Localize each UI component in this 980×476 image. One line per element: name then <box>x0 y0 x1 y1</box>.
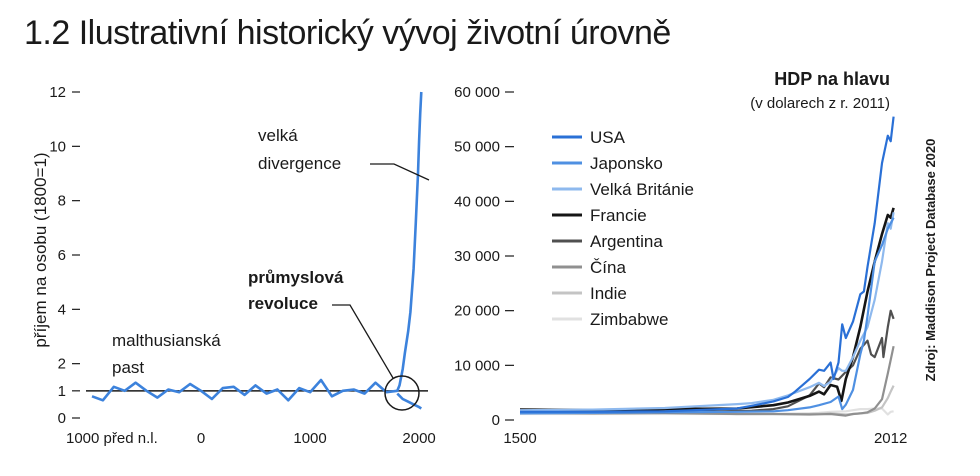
legend-label: Indie <box>590 284 627 303</box>
y-tick-label: 10 000 <box>454 357 500 374</box>
legend-item: Argentina <box>552 232 663 251</box>
left-series-line-1 <box>396 392 422 410</box>
legend-item: Zimbabwe <box>552 310 668 329</box>
y-tick-label: 12 <box>49 84 66 101</box>
annotation-text: průmyslová <box>248 268 344 287</box>
annotation-leader <box>332 304 394 379</box>
annotation-text: velká <box>258 126 298 145</box>
series-line-usa <box>520 116 895 413</box>
y-tick-label: 8 <box>58 193 66 210</box>
right-y-ticks: 0 10 000 20 000 30 000 40 000 50 000 60 000 <box>454 84 514 429</box>
y-tick-label: 1 <box>58 383 66 400</box>
y-tick-label: 20 000 <box>454 303 500 320</box>
left-series <box>91 91 423 410</box>
annotation-velka-divergence: velká divergence <box>258 126 430 181</box>
y-tick-label: 30 000 <box>454 248 500 265</box>
series-line-francie <box>519 207 895 412</box>
annotation-leader <box>370 163 430 181</box>
source-note: Zdroj: Maddison Project Database 2020 <box>923 139 938 382</box>
legend-label: Čína <box>590 258 626 277</box>
page-title: 1.2 Ilustrativní historický vývoj životn… <box>24 14 671 52</box>
legend-item: Japonsko <box>552 154 663 173</box>
right-legend: USA Japonsko Velká Británie Francie Argentin… <box>552 128 694 329</box>
y-tick-label: 40 000 <box>454 193 500 210</box>
x-tick-label: 1000 <box>293 430 326 447</box>
legend-label: Zimbabwe <box>590 310 668 329</box>
y-tick-label: 4 <box>58 301 66 318</box>
x-tick-label: 2000 <box>402 430 435 447</box>
y-tick-label: 0 <box>492 412 500 429</box>
left-x-ticks: 1000 před n.l. 0 1000 2000 <box>66 430 436 447</box>
left-y-axis-label: příjem na osobu (1800=1) <box>31 152 50 347</box>
right-chart-subtitle: (v dolarech z r. 2011) <box>750 95 890 112</box>
annotation-text: divergence <box>258 154 341 173</box>
y-tick-label: 10 <box>49 138 66 155</box>
annotation-prumyslova-revoluce: průmyslová revoluce <box>248 268 394 379</box>
legend-label: Francie <box>590 206 647 225</box>
legend-label: Velká Británie <box>590 180 694 199</box>
right-series <box>519 116 895 417</box>
x-tick-label: 2012 <box>874 430 907 447</box>
annotation-malthusianska-past: malthusianská past <box>112 331 221 377</box>
y-tick-label: 6 <box>58 247 66 264</box>
series-line-japonsko <box>519 217 895 415</box>
y-tick-label: 50 000 <box>454 139 500 156</box>
legend-item: Velká Británie <box>552 180 694 199</box>
x-tick-label: 1500 <box>503 430 536 447</box>
x-tick-label: 1000 před n.l. <box>66 430 158 447</box>
legend-item: USA <box>552 128 626 147</box>
right-chart: HDP na hlavu (v dolarech z r. 2011) 0 10 … <box>454 69 907 447</box>
x-tick-label: 0 <box>197 430 205 447</box>
legend-label: Japonsko <box>590 154 663 173</box>
legend-item: Francie <box>552 206 647 225</box>
y-tick-label: 60 000 <box>454 84 500 101</box>
industrial-revolution-circle <box>384 375 420 411</box>
legend-item: Indie <box>552 284 627 303</box>
series-line-čína <box>519 345 895 417</box>
legend-label: Argentina <box>590 232 663 251</box>
annotation-text: revoluce <box>248 294 318 313</box>
left-series-line-0 <box>91 91 423 402</box>
annotation-text: past <box>112 358 144 377</box>
y-tick-label: 2 <box>58 356 66 373</box>
right-chart-title: HDP na hlavu <box>774 69 890 89</box>
annotation-text: malthusianská <box>112 331 221 350</box>
legend-item: Čína <box>552 258 626 277</box>
right-x-ticks: 1500 2012 <box>503 430 907 447</box>
y-tick-label: 0 <box>58 410 66 427</box>
legend-label: USA <box>590 128 626 147</box>
